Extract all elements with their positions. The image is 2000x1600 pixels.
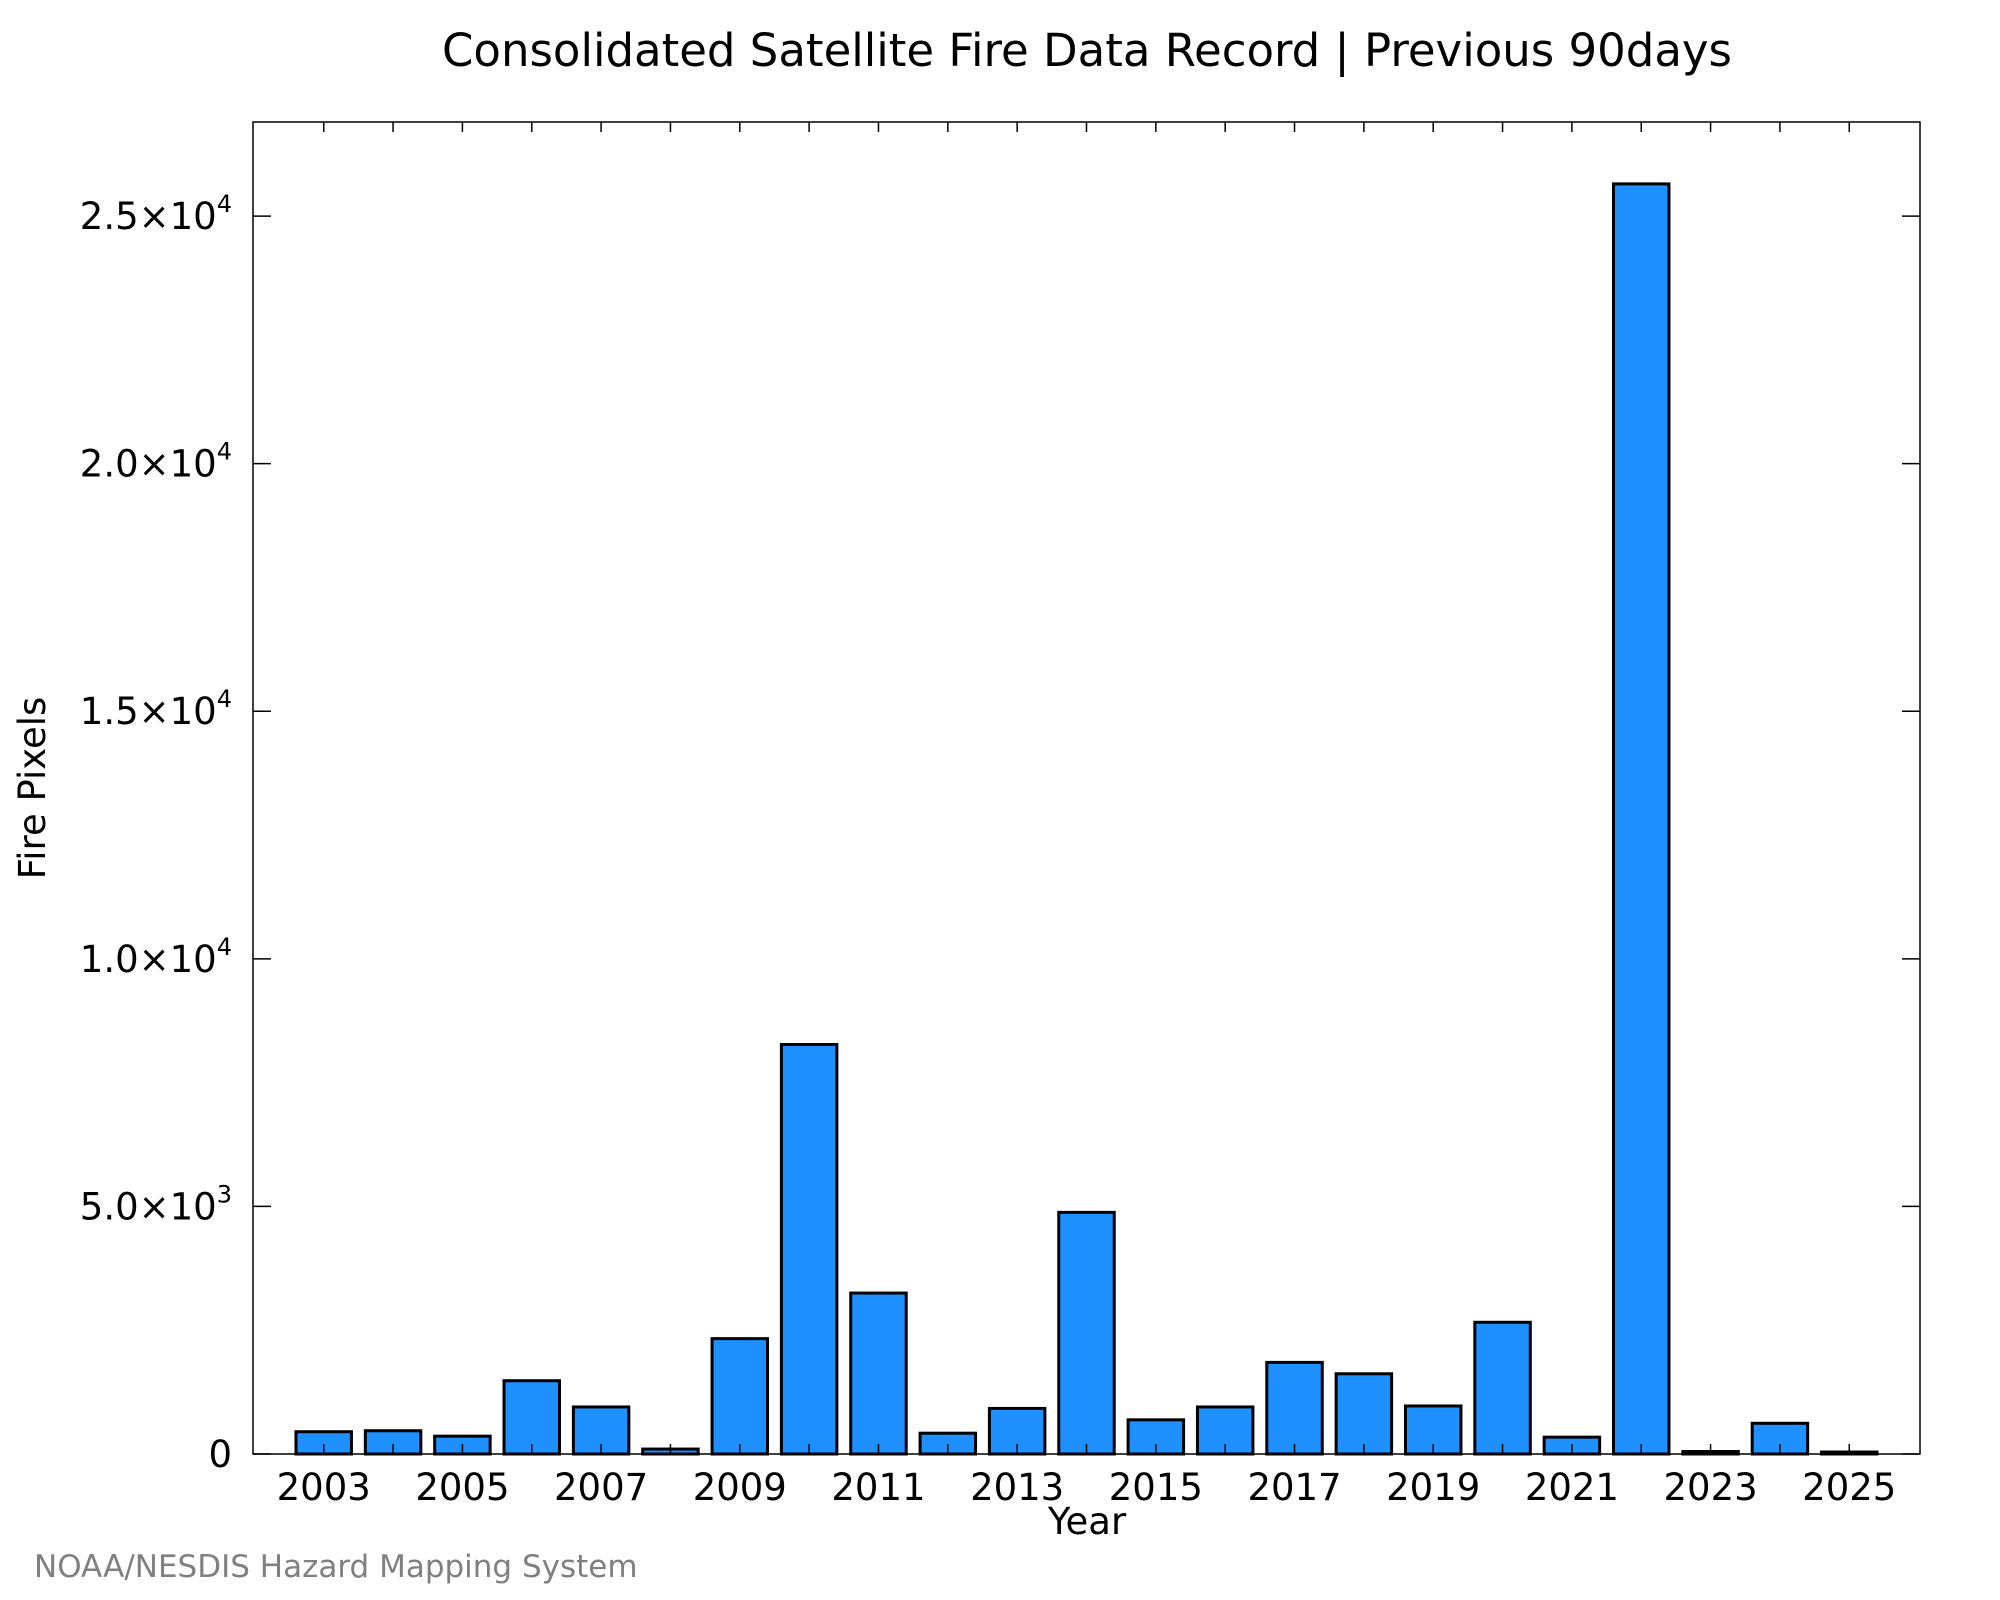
y-tick-label-10000: 1.0×104 — [80, 933, 232, 981]
credit-text: NOAA/NESDIS Hazard Mapping System — [34, 1549, 638, 1585]
bar-2022 — [1612, 182, 1671, 1456]
y-axis-label: Fire Pixels — [11, 697, 54, 880]
plot-frame — [252, 121, 1921, 1455]
bar-2011 — [849, 1291, 908, 1456]
bar-2013 — [987, 1406, 1047, 1456]
bar-2010 — [779, 1043, 839, 1456]
y-axis-ticks: 0 5.0×103 1.0×104 1.5×104 2.0×104 2.5×104 — [80, 190, 1920, 1476]
x-tick-label-2005: 2005 — [415, 1466, 509, 1509]
x-tick-label-2019: 2019 — [1386, 1466, 1480, 1509]
bar-2006 — [502, 1379, 561, 1456]
x-tick-label-2011: 2011 — [831, 1466, 925, 1509]
x-tick-label-2021: 2021 — [1525, 1466, 1619, 1509]
x-tick-label-2025: 2025 — [1802, 1466, 1896, 1509]
chart-title: Consolidated Satellite Fire Data Record … — [442, 24, 1732, 77]
y-tick-label-0: 0 — [208, 1433, 232, 1476]
bar-2017 — [1265, 1360, 1324, 1456]
bar-2018 — [1334, 1372, 1394, 1456]
x-axis-label: Year — [1047, 1500, 1127, 1543]
y-tick-label-15000: 1.5×104 — [80, 685, 232, 733]
x-tick-label-2017: 2017 — [1247, 1466, 1341, 1509]
y-tick-label-25000: 2.5×104 — [80, 190, 232, 238]
bar-2014 — [1057, 1210, 1116, 1456]
y-tick-label-5000: 5.0×103 — [80, 1180, 232, 1228]
x-tick-label-2003: 2003 — [277, 1466, 371, 1509]
x-tick-label-2007: 2007 — [554, 1466, 648, 1509]
x-tick-label-2015: 2015 — [1109, 1466, 1203, 1509]
bar-2020 — [1473, 1320, 1532, 1456]
y-tick-label-20000: 2.0×104 — [80, 438, 232, 486]
x-axis-ticks: 2003 2005 2007 2009 2011 2013 2015 2017 2019 2021… — [277, 122, 1896, 1509]
x-tick-label-2009: 2009 — [693, 1466, 787, 1509]
bar-2009 — [710, 1337, 770, 1456]
x-tick-label-2023: 2023 — [1663, 1466, 1757, 1509]
bars-group — [294, 182, 1879, 1456]
x-tick-label-2013: 2013 — [970, 1466, 1064, 1509]
